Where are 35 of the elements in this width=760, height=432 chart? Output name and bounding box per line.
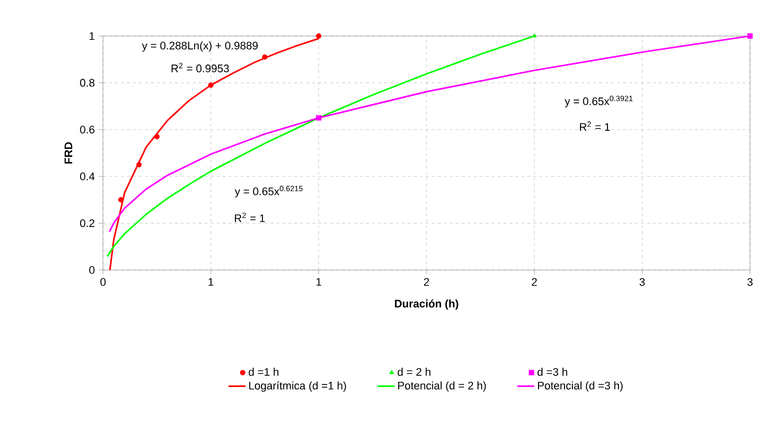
y-tick-label: 0.6 [80,126,94,134]
legend-label: Potencial (d = 2 h) [398,381,486,392]
y-tick-label: 0 [89,266,94,274]
x-axis-title: Duración (h) [394,299,458,310]
point [136,162,142,168]
legend-label: Potencial (d =3 h) [538,381,623,392]
annotation: y = 0.65x$^{0.6215}$ [234,186,303,198]
y-tick-label: 0.4 [80,172,95,180]
point [316,115,322,121]
x-tick-label: 3 [640,278,645,286]
x-tick-label: 2 [532,278,537,286]
y-tick-label: 1 [90,32,94,40]
point [118,197,124,202]
x-tick-label: 0 [100,278,106,286]
annotation: y = 0.288Ln(x) + 0.9889 [142,41,258,52]
legend-label: d =1 h [248,368,278,376]
point [316,33,322,39]
point [747,33,753,39]
annotation: R$^{2}$ = 0.9953 [172,62,229,72]
y-tick-label: 0.8 [80,78,94,87]
y-tick-label: 0.2 [80,219,94,228]
y-axis-title: FRD [64,142,72,164]
point [208,82,214,88]
point [262,54,268,60]
point [154,134,160,140]
legend-label: d =3 h [538,368,568,376]
annotation: R$^{2}$ = 1 [234,212,265,222]
x-tick-label: 2 [424,278,430,286]
annotation: y = 0.65x$^{0.3921}$ [564,96,633,108]
x-tick-label: 1 [316,278,322,286]
legend-label: Logarítmica (d =1 h) [249,381,346,392]
x-tick-label: 1 [208,278,214,286]
legend-label: d = 2 h [398,368,430,376]
annotation: R$^{2}$ = 1 [580,121,610,131]
x-tick-label: 3 [747,278,753,286]
